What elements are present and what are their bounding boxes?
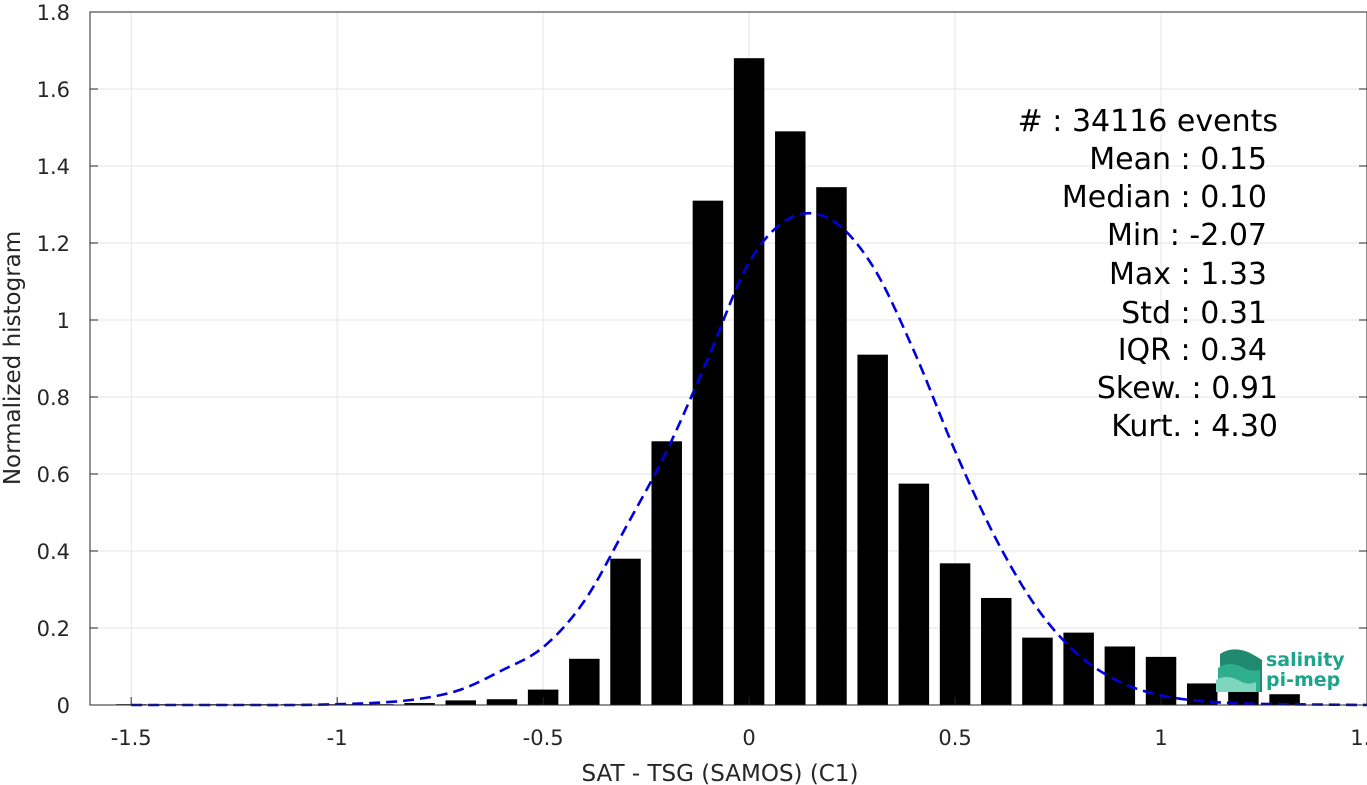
logo-line2: pi-mep — [1266, 669, 1340, 691]
grid-lines — [90, 11, 1367, 706]
histogram-bar — [1269, 694, 1300, 705]
stats-box: # : 34116 events Mean : 0.15 Median : 0.… — [1018, 104, 1278, 444]
logo-line1: salinity — [1266, 649, 1345, 671]
histogram-bar — [692, 200, 724, 705]
x-tick-label: 0 — [742, 726, 755, 750]
x-tick-label: 1.5 — [1350, 726, 1367, 750]
y-tick-label: 1.8 — [37, 1, 70, 25]
x-tick-label: -0.5 — [523, 726, 564, 750]
histogram-bar — [1063, 632, 1094, 705]
salinity-pimep-logo: salinity pi-mep — [1216, 649, 1345, 692]
stat-max: Max : 1.33 — [1109, 257, 1267, 292]
histogram-bar — [569, 658, 600, 705]
y-tick-label: 1 — [57, 309, 70, 333]
y-tick-label: 1.4 — [37, 155, 70, 179]
histogram-bars — [115, 58, 1300, 706]
fit-curve — [131, 211, 1367, 707]
y-tick-label: 0.2 — [37, 617, 70, 641]
stat-std: Std : 0.31 — [1121, 296, 1267, 331]
histogram-bar — [610, 558, 641, 705]
histogram-bar — [651, 441, 682, 705]
x-tick-label: 0.5 — [938, 726, 971, 750]
x-tick-label: -1.5 — [111, 726, 152, 750]
histogram-bar — [816, 187, 847, 706]
plot-frame — [89, 11, 1367, 706]
y-axis-ticks: 0 0.2 0.4 0.6 0.8 1 1.2 1.4 1.6 1.8 — [37, 1, 1367, 718]
y-tick-label: 0.8 — [37, 386, 70, 410]
histogram-bar — [1104, 646, 1136, 705]
histogram-bar — [857, 354, 888, 705]
stat-min: Min : -2.07 — [1107, 218, 1267, 253]
stat-iqr: IQR : 0.34 — [1118, 333, 1267, 368]
stat-mean: Mean : 0.15 — [1089, 142, 1267, 177]
x-axis-label: SAT - TSG (SAMOS) (C1) — [582, 761, 859, 785]
histogram-bar — [1022, 637, 1053, 705]
y-tick-label: 0 — [57, 694, 70, 718]
histogram-bar — [981, 597, 1012, 705]
stat-events: # : 34116 events — [1018, 104, 1278, 139]
wave-logo-icon — [1216, 649, 1262, 692]
y-tick-label: 0.4 — [37, 540, 70, 564]
histogram-bar — [1145, 656, 1177, 705]
histogram-bar — [404, 703, 435, 705]
histogram-bar — [445, 700, 476, 705]
y-tick-label: 1.6 — [37, 78, 70, 102]
histogram-bar — [486, 699, 518, 705]
histogram-bar — [775, 131, 806, 706]
histogram-bar — [898, 483, 930, 705]
histogram-bar — [939, 563, 971, 705]
histogram-bar — [733, 58, 765, 705]
x-tick-label: -1 — [327, 726, 348, 750]
stat-median: Median : 0.10 — [1062, 180, 1267, 215]
y-axis-label: Normalized histogram — [0, 231, 26, 485]
stat-skew: Skew. : 0.91 — [1097, 371, 1278, 406]
y-tick-label: 1.2 — [37, 232, 70, 256]
x-axis-ticks: -1.5 -1 -0.5 0 0.5 1 1.5 — [111, 697, 1367, 750]
x-tick-label: 1 — [1154, 726, 1167, 750]
histogram-bar — [1228, 690, 1259, 705]
stat-kurt: Kurt. : 4.30 — [1111, 409, 1278, 444]
y-tick-label: 0.6 — [37, 463, 70, 487]
